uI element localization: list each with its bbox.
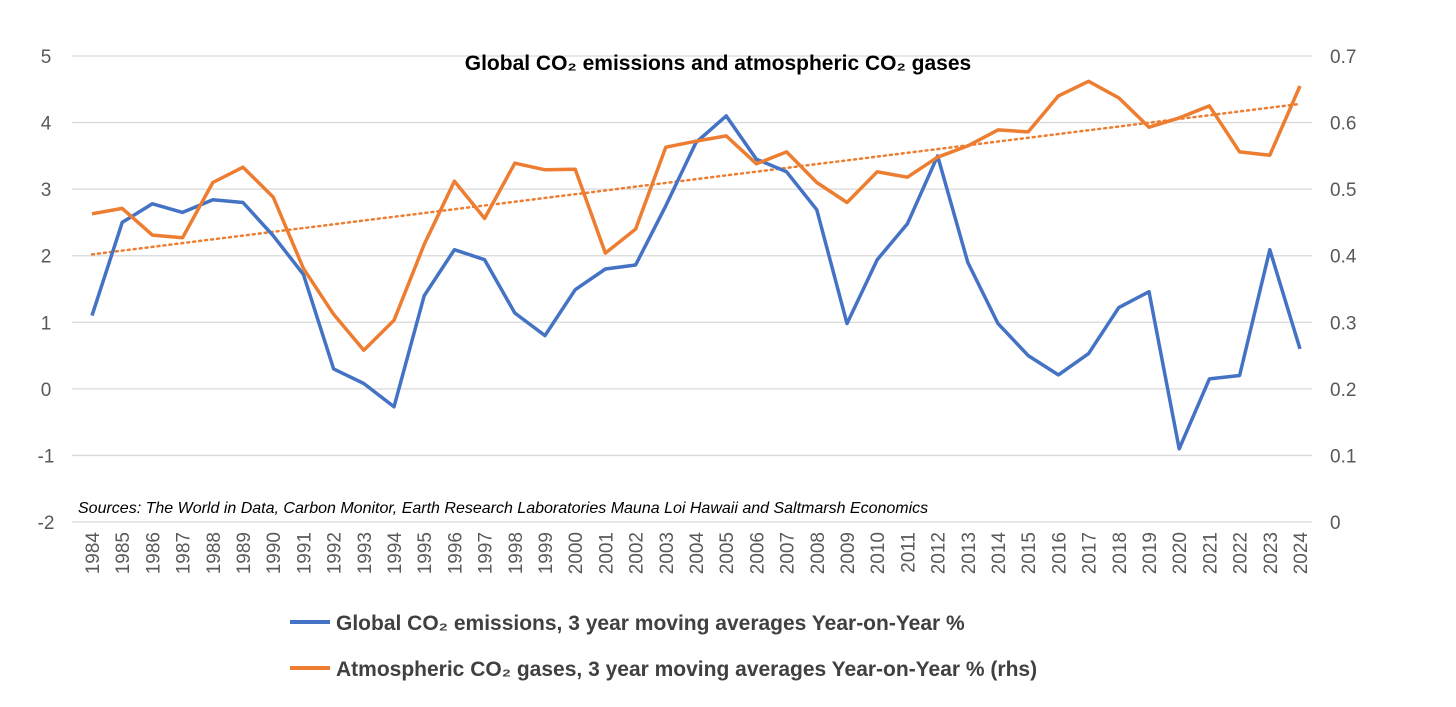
right-axis-tick-label: 0.1 <box>1330 446 1356 467</box>
left-axis-tick-label: -2 <box>38 513 55 534</box>
x-axis-tick-label: 1998 <box>506 532 527 574</box>
x-axis-tick-label: 2023 <box>1261 532 1282 574</box>
x-axis-tick-label: 2005 <box>717 532 738 574</box>
right-axis-ticks: 0.7 0.6 0.5 0.4 0.3 0.2 0.1 0 <box>1330 47 1357 534</box>
legend-label-emissions: Global CO₂ emissions, 3 year moving aver… <box>336 612 965 635</box>
left-axis-tick-label: 5 <box>41 47 52 68</box>
x-axis-tick-label: 1988 <box>204 532 225 574</box>
x-axis-tick-label: 2001 <box>596 532 617 574</box>
x-axis-tick-label: 2000 <box>566 532 587 574</box>
x-axis-tick-label: 2014 <box>989 532 1010 575</box>
gridlines <box>72 55 1312 523</box>
x-axis-tick-label: 2010 <box>868 532 889 574</box>
x-axis-ticks: 1984 1985 1986 1987 1988 1989 1990 1991 1992 1993… <box>83 532 1312 575</box>
x-axis-tick-label: 1993 <box>355 532 376 574</box>
x-axis-tick-label: 2020 <box>1170 532 1191 574</box>
x-axis-tick-label: 2015 <box>1019 532 1040 574</box>
x-axis-tick-label: 2017 <box>1080 532 1101 574</box>
right-axis-tick-label: 0.7 <box>1330 47 1356 68</box>
x-axis-tick-label: 2008 <box>808 532 829 574</box>
x-axis-tick-label: 2002 <box>627 532 648 574</box>
left-axis-tick-label: -1 <box>38 446 55 467</box>
x-axis-tick-label: 2016 <box>1049 532 1070 574</box>
right-axis-tick-label: 0.3 <box>1330 313 1356 334</box>
series-lines <box>90 79 1302 451</box>
legend-label-atmospheric: Atmospheric CO₂ gases, 3 year moving ave… <box>336 658 1037 681</box>
right-axis-tick-label: 0.4 <box>1330 247 1357 268</box>
x-axis-tick-label: 1989 <box>234 532 255 574</box>
x-axis-tick-label: 1984 <box>83 532 104 575</box>
x-axis-tick-label: 2022 <box>1231 532 1252 574</box>
left-axis-tick-label: 1 <box>41 313 52 334</box>
left-axis-ticks: 5 4 3 2 1 0 -1 -2 <box>38 47 55 534</box>
x-axis-tick-label: 2018 <box>1110 532 1131 574</box>
trendline-atmospheric <box>90 102 1302 256</box>
right-axis-tick-label: 0.2 <box>1330 380 1356 401</box>
x-axis-tick-label: 2019 <box>1140 532 1161 574</box>
left-axis-tick-label: 2 <box>41 247 52 268</box>
left-axis-tick-label: 4 <box>41 114 52 135</box>
x-axis-tick-label: 1985 <box>113 532 134 574</box>
chart-title: Global CO₂ emissions and atmospheric CO₂… <box>465 52 971 75</box>
series-line-emissions <box>90 114 1302 451</box>
sources-annotation: Sources: The World in Data, Carbon Monit… <box>78 500 928 517</box>
x-axis-tick-label: 1996 <box>445 532 466 574</box>
x-axis-tick-label: 1999 <box>536 532 557 574</box>
series-line-atmospheric <box>91 79 1302 352</box>
left-axis-tick-label: 0 <box>41 380 52 401</box>
right-axis-tick-label: 0.5 <box>1330 180 1356 201</box>
x-axis-tick-label: 2024 <box>1291 532 1312 575</box>
x-axis-tick-label: 1997 <box>476 532 497 574</box>
right-axis-tick-label: 0.6 <box>1330 114 1356 135</box>
x-axis-tick-label: 2004 <box>687 532 708 575</box>
x-axis-tick-label: 1992 <box>325 532 346 574</box>
x-axis-tick-label: 1990 <box>264 532 285 574</box>
x-axis-tick-label: 2011 <box>898 532 919 573</box>
x-axis-tick-label: 2009 <box>838 532 859 574</box>
x-axis-tick-label: 2007 <box>778 532 799 574</box>
x-axis-tick-label: 1987 <box>174 532 195 574</box>
x-axis-tick-label: 2013 <box>959 532 980 574</box>
x-axis-tick-label: 2021 <box>1200 532 1221 574</box>
x-axis-tick-label: 1986 <box>143 532 164 574</box>
x-axis-tick-label: 2006 <box>747 532 768 574</box>
right-axis-tick-label: 0 <box>1330 513 1341 534</box>
x-axis-tick-label: 1995 <box>415 532 436 574</box>
x-axis-tick-label: 2003 <box>657 532 678 574</box>
x-axis-tick-label: 2012 <box>929 532 950 574</box>
x-axis-tick-label: 1994 <box>385 532 406 575</box>
left-axis-tick-label: 3 <box>41 180 52 201</box>
x-axis-tick-label: 1991 <box>294 532 315 574</box>
legend: Global CO₂ emissions, 3 year moving aver… <box>290 612 1037 681</box>
